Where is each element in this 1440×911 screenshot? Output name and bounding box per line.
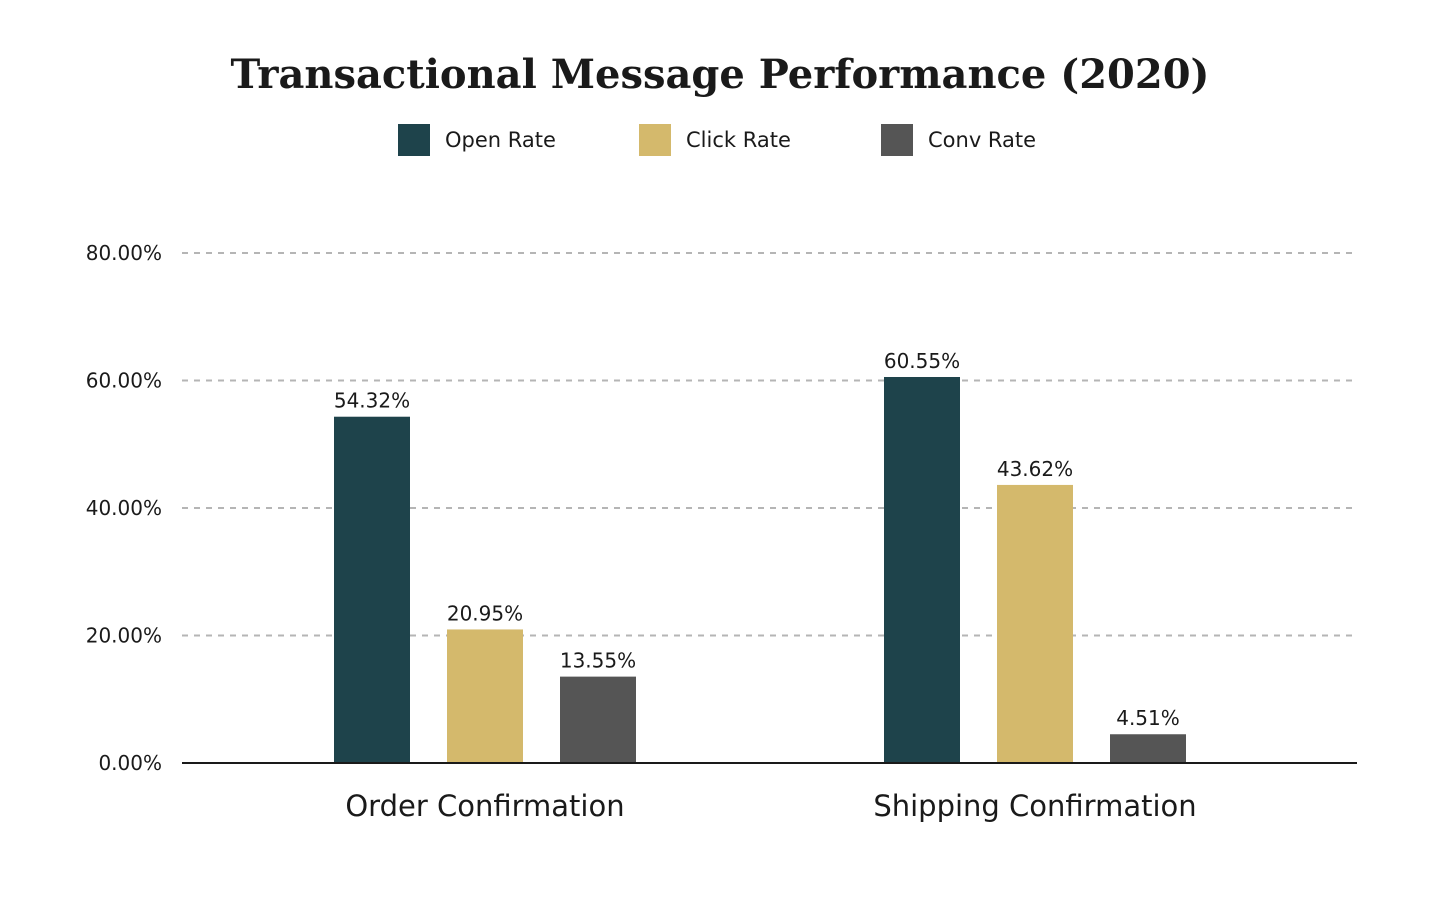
x-category-label: Shipping Confirmation	[873, 789, 1196, 823]
y-tick-label: 0.00%	[98, 751, 162, 775]
legend-label: Open Rate	[445, 128, 556, 152]
legend-item-click-rate: Click Rate	[639, 124, 791, 156]
bar-open-rate-shipping-confirmation	[884, 376, 960, 763]
y-tick-label: 40.00%	[86, 496, 162, 520]
data-label: 20.95%	[447, 601, 523, 625]
legend-label: Click Rate	[686, 128, 791, 152]
data-label: 13.55%	[560, 649, 636, 673]
legend-swatch	[639, 124, 671, 156]
legend-item-open-rate: Open Rate	[398, 124, 556, 156]
legend-swatch	[398, 124, 430, 156]
x-axis-categories: Order Confirmation Shipping Confirmation	[345, 789, 1196, 823]
legend-label: Conv Rate	[928, 128, 1036, 152]
bar-open-rate-order-confirmation	[334, 416, 410, 763]
chart-title: Transactional Message Performance (2020)	[231, 51, 1210, 98]
bar-conv-rate-order-confirmation	[560, 676, 636, 763]
data-label: 43.62%	[997, 457, 1073, 481]
y-axis-ticks: 0.00% 20.00% 40.00% 60.00% 80.00%	[86, 241, 162, 775]
legend: Open Rate Click Rate Conv Rate	[398, 124, 1036, 156]
bar-click-rate-order-confirmation	[447, 629, 523, 763]
y-tick-label: 60.00%	[86, 369, 162, 393]
data-labels: 54.32% 60.55% 20.95% 43.62% 13.55% 4.51%	[334, 349, 1180, 730]
legend-item-conv-rate: Conv Rate	[881, 124, 1036, 156]
x-category-label: Order Confirmation	[345, 789, 624, 823]
bar-click-rate-shipping-confirmation	[997, 484, 1073, 763]
bar-conv-rate-shipping-confirmation	[1110, 734, 1186, 763]
y-tick-label: 80.00%	[86, 241, 162, 265]
bars	[334, 376, 1186, 763]
data-label: 60.55%	[884, 349, 960, 373]
y-tick-label: 20.00%	[86, 624, 162, 648]
data-label: 54.32%	[334, 389, 410, 413]
data-label: 4.51%	[1116, 706, 1180, 730]
legend-swatch	[881, 124, 913, 156]
